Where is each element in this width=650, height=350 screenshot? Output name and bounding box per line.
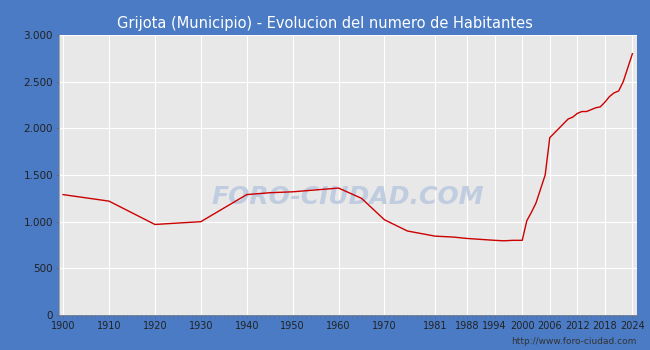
Text: Grijota (Municipio) - Evolucion del numero de Habitantes: Grijota (Municipio) - Evolucion del nume… xyxy=(117,16,533,31)
Text: FORO-CIUDAD.COM: FORO-CIUDAD.COM xyxy=(211,186,484,209)
Text: http://www.foro-ciudad.com: http://www.foro-ciudad.com xyxy=(512,337,637,346)
